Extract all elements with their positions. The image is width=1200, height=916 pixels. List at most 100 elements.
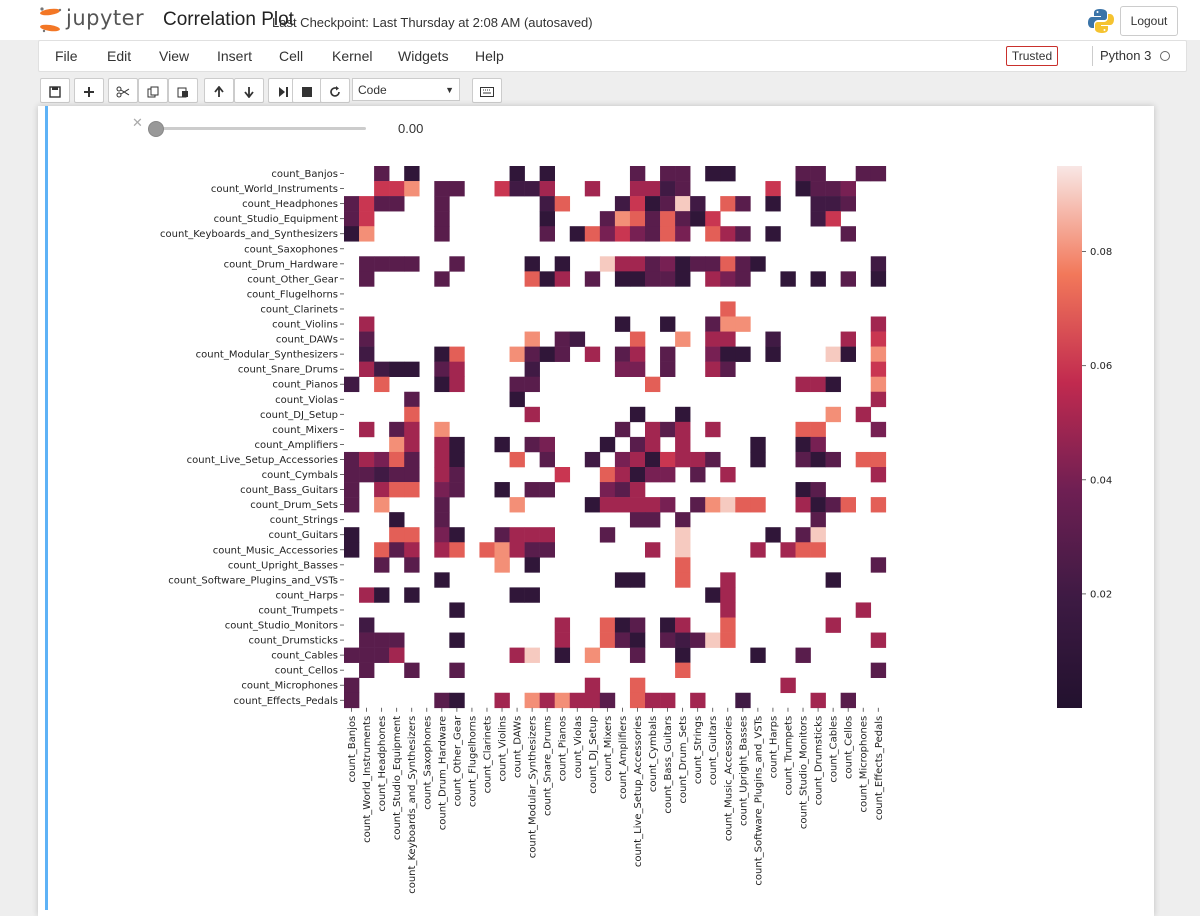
move-down-button[interactable] [234, 78, 264, 103]
heatmap-cell [404, 256, 420, 272]
colorbar-tick-label: 0.04 [1090, 475, 1112, 486]
heatmap-cell [389, 527, 405, 543]
paste-button[interactable] [168, 78, 198, 103]
heatmap-cell [524, 181, 540, 197]
heatmap-cell [645, 692, 661, 709]
row-label: count_Trumpets [258, 605, 338, 616]
interrupt-button[interactable] [292, 78, 322, 103]
heatmap-cell [720, 632, 736, 648]
heatmap-cell [720, 316, 736, 332]
jupyter-logo-icon[interactable] [36, 6, 148, 34]
menu-file[interactable]: File [55, 48, 78, 64]
menu-insert[interactable]: Insert [217, 48, 253, 64]
heatmap-cell [344, 497, 360, 513]
heatmap-cell [434, 542, 450, 558]
heatmap-cell [660, 632, 676, 648]
jupyter-logo-text[interactable]: jupyter [66, 6, 145, 30]
heatmap-cell [645, 181, 661, 197]
heatmap-cell [810, 211, 826, 227]
column-label: count_Microphones [859, 716, 870, 813]
chevron-down-icon: ▼ [445, 85, 454, 95]
heatmap-cell [840, 692, 856, 709]
close-widget-icon[interactable]: ✕ [132, 115, 143, 130]
heatmap-cell [660, 497, 676, 513]
heatmap-cell [389, 196, 405, 212]
heatmap-cell [539, 166, 555, 182]
heatmap-cell [389, 512, 405, 528]
heatmap-cell [344, 226, 360, 242]
menu-help[interactable]: Help [475, 48, 504, 64]
heatmap-cell [449, 602, 465, 618]
heatmap-cell [599, 467, 616, 483]
heatmap-cell [660, 256, 676, 272]
heatmap-cell [524, 542, 540, 558]
heatmap-cell [434, 692, 450, 709]
heatmap-cell [720, 346, 736, 362]
heatmap-cell [389, 451, 405, 468]
heatmap-cell [539, 527, 555, 543]
trusted-badge[interactable]: Trusted [1006, 46, 1058, 66]
threshold-slider-track[interactable] [156, 127, 366, 130]
cell-type-select[interactable]: Code ▼ [352, 78, 460, 101]
menu-kernel[interactable]: Kernel [332, 48, 373, 64]
heatmap-cell [675, 256, 691, 272]
cut-button[interactable] [108, 78, 138, 103]
row-label: count_Bass_Guitars [240, 485, 338, 496]
heatmap-cell [720, 361, 736, 377]
heatmap-cell [675, 181, 691, 197]
heatmap-cell [509, 391, 525, 408]
heatmap-cell [524, 346, 540, 362]
heatmap-cell [389, 436, 405, 453]
heatmap-cell [524, 436, 540, 453]
heatmap-cell [675, 572, 691, 588]
command-palette-button[interactable] [472, 78, 502, 103]
heatmap-cell [705, 497, 721, 513]
row-label: count_Amplifiers [255, 440, 338, 451]
notebook-title[interactable]: Correlation Plot [163, 9, 294, 30]
move-up-button[interactable] [204, 78, 234, 103]
notebook-header: jupyter Correlation Plot Last Checkpoint… [0, 0, 1200, 40]
threshold-slider-handle[interactable] [148, 121, 164, 137]
heatmap-cell [614, 271, 631, 287]
colorbar-tick-label: 0.02 [1090, 589, 1112, 600]
restart-button[interactable] [320, 78, 350, 103]
heatmap-cell [765, 527, 781, 543]
kernel-name[interactable]: Python 3 [1100, 48, 1152, 63]
heatmap-cell [539, 181, 555, 197]
heatmap-cell [374, 467, 390, 483]
column-label: count_Bass_Guitars [663, 716, 674, 814]
insert-cell-button[interactable] [74, 78, 104, 103]
copy-button[interactable] [138, 78, 168, 103]
heatmap-cell [810, 482, 826, 498]
menu-widgets[interactable]: Widgets [398, 48, 449, 64]
heatmap-cell [675, 647, 691, 663]
heatmap-cell [434, 482, 450, 498]
heatmap-cell [524, 361, 540, 377]
heatmap-cell [795, 497, 811, 513]
arrow-down-icon [244, 86, 254, 99]
heatmap-cell [539, 196, 555, 212]
heatmap-cell [675, 542, 691, 558]
selected-cell-indicator [45, 106, 48, 910]
heatmap-cell [690, 451, 706, 468]
heatmap-cell [870, 497, 887, 513]
heatmap-cell [584, 226, 601, 242]
logout-button[interactable]: Logout [1120, 6, 1178, 36]
heatmap-cell [614, 467, 631, 483]
heatmap-cell [870, 421, 887, 438]
heatmap-cell [404, 587, 420, 603]
heatmap-cell [524, 527, 540, 543]
heatmap-cell [750, 497, 766, 513]
paste-icon [177, 87, 188, 98]
heatmap-cell [660, 361, 676, 377]
heatmap-cell [554, 256, 571, 272]
heatmap-cell [705, 587, 721, 603]
menu-view[interactable]: View [159, 48, 190, 64]
row-label: count_Guitars [269, 530, 338, 541]
save-button[interactable] [40, 78, 70, 103]
heatmap-cell [614, 361, 631, 377]
heatmap-cell [675, 617, 691, 633]
heatmap-cell [810, 512, 826, 528]
menu-cell[interactable]: Cell [279, 48, 304, 64]
menu-edit[interactable]: Edit [107, 48, 132, 64]
